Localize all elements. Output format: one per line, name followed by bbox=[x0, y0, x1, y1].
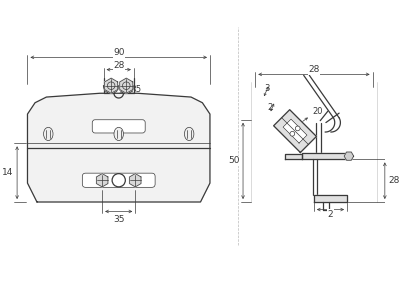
Polygon shape bbox=[130, 174, 141, 187]
FancyBboxPatch shape bbox=[82, 173, 155, 187]
Text: 28: 28 bbox=[113, 61, 124, 70]
Text: 3: 3 bbox=[264, 84, 269, 93]
Polygon shape bbox=[314, 195, 347, 202]
Text: 14: 14 bbox=[2, 168, 13, 177]
Polygon shape bbox=[283, 119, 307, 143]
Text: 35: 35 bbox=[113, 214, 124, 224]
Text: 50: 50 bbox=[228, 156, 239, 165]
Polygon shape bbox=[285, 154, 302, 158]
Polygon shape bbox=[344, 152, 354, 160]
Text: 20: 20 bbox=[312, 107, 322, 116]
Text: 2: 2 bbox=[328, 210, 333, 219]
Circle shape bbox=[290, 131, 295, 136]
FancyBboxPatch shape bbox=[92, 120, 145, 133]
Polygon shape bbox=[274, 110, 316, 152]
Text: 28: 28 bbox=[389, 176, 400, 185]
Circle shape bbox=[112, 174, 125, 187]
Polygon shape bbox=[104, 86, 134, 93]
Polygon shape bbox=[105, 78, 118, 93]
Text: 2: 2 bbox=[268, 103, 273, 112]
Circle shape bbox=[295, 126, 300, 131]
Text: R5: R5 bbox=[130, 85, 141, 94]
Text: 28: 28 bbox=[308, 65, 320, 74]
Text: 90: 90 bbox=[113, 48, 124, 57]
Ellipse shape bbox=[44, 127, 53, 140]
Polygon shape bbox=[120, 78, 133, 93]
Polygon shape bbox=[302, 153, 347, 160]
Ellipse shape bbox=[184, 127, 194, 140]
Polygon shape bbox=[28, 93, 210, 202]
Ellipse shape bbox=[114, 127, 124, 140]
Polygon shape bbox=[96, 174, 108, 187]
